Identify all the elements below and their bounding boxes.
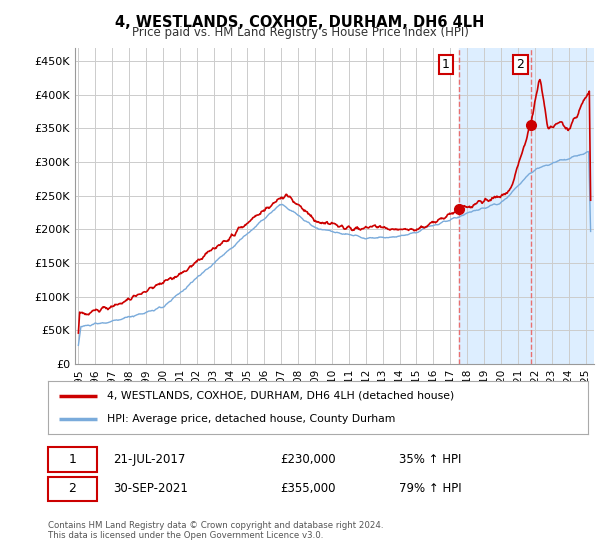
Text: £230,000: £230,000 [280,453,336,466]
FancyBboxPatch shape [48,447,97,472]
Text: 1: 1 [68,453,76,466]
Text: 1: 1 [442,58,450,71]
Text: 2: 2 [517,58,524,71]
Bar [460,48,594,364]
Text: 79% ↑ HPI: 79% ↑ HPI [399,483,461,496]
Text: Contains HM Land Registry data © Crown copyright and database right 2024.
This d: Contains HM Land Registry data © Crown c… [48,521,383,540]
Text: 4, WESTLANDS, COXHOE, DURHAM, DH6 4LH: 4, WESTLANDS, COXHOE, DURHAM, DH6 4LH [115,15,485,30]
Text: HPI: Average price, detached house, County Durham: HPI: Average price, detached house, Coun… [107,414,396,424]
Text: Price paid vs. HM Land Registry's House Price Index (HPI): Price paid vs. HM Land Registry's House … [131,26,469,39]
Text: 30-SEP-2021: 30-SEP-2021 [113,483,188,496]
Text: 21-JUL-2017: 21-JUL-2017 [113,453,185,466]
Text: 2: 2 [68,483,76,496]
Text: 4, WESTLANDS, COXHOE, DURHAM, DH6 4LH (detached house): 4, WESTLANDS, COXHOE, DURHAM, DH6 4LH (d… [107,391,455,401]
FancyBboxPatch shape [48,477,97,501]
Text: 35% ↑ HPI: 35% ↑ HPI [399,453,461,466]
Text: £355,000: £355,000 [280,483,336,496]
